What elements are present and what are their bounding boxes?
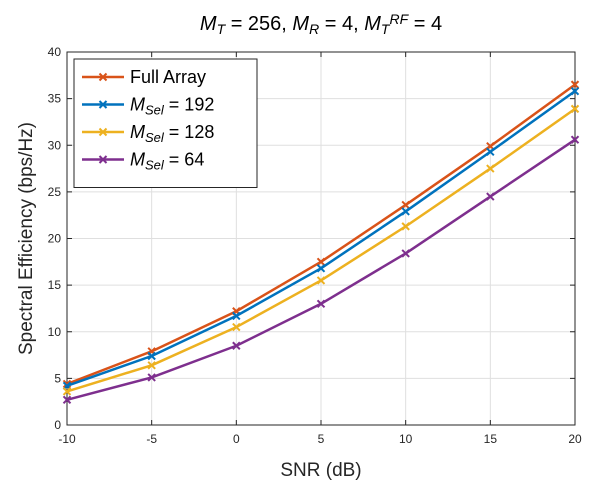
legend-marker: [98, 155, 108, 164]
data-point-marker: [486, 164, 495, 173]
legend-label: MSel = 192: [130, 95, 214, 118]
y-tick-label: 10: [48, 325, 62, 339]
legend-marker: [98, 127, 108, 137]
data-point-marker: [147, 373, 156, 382]
data-point-marker: [401, 249, 410, 258]
data-point-marker: [570, 86, 580, 96]
data-point-marker: [62, 387, 72, 396]
y-tick-label: 5: [54, 371, 61, 385]
y-tick-label: 20: [48, 232, 62, 246]
data-point-marker: [401, 207, 410, 216]
data-point-marker: [486, 192, 495, 201]
data-point-marker: [147, 351, 156, 361]
series-4: [62, 135, 580, 405]
x-tick-label: 15: [484, 432, 498, 446]
legend-item: MSel = 192: [82, 95, 214, 118]
data-point-marker: [401, 222, 410, 231]
x-tick-label: -10: [58, 432, 76, 446]
legend-label: MSel = 128: [130, 122, 214, 145]
data-point-marker: [401, 200, 410, 210]
data-point-marker: [570, 80, 580, 89]
data-point-marker: [232, 322, 241, 332]
data-point-marker: [316, 276, 326, 285]
data-point-marker: [570, 135, 580, 144]
legend: Full Array MSel = 192 MSel = 128 MSel = 64: [73, 58, 258, 188]
data-point-marker: [316, 264, 326, 273]
data-point-marker: [486, 147, 495, 156]
y-tick-label: 15: [48, 278, 62, 292]
legend-item: MSel = 64: [82, 150, 204, 173]
y-axis-title: Spectral Efficiency (bps/Hz): [16, 122, 37, 355]
data-point-marker: [147, 361, 156, 370]
data-point-marker: [232, 311, 241, 321]
legend-marker: [98, 100, 108, 109]
legend-item: MSel = 128: [82, 122, 214, 145]
data-point-marker: [316, 257, 326, 267]
legend-marker: [98, 72, 108, 82]
data-point-marker: [316, 299, 326, 308]
series-3: [62, 104, 580, 396]
chart-title: MT = 256, MR = 4, MTRF = 4: [200, 11, 442, 37]
x-axis-title: SNR (dB): [280, 460, 361, 481]
axis-ticks: -10 -5 0 5 10 15 20 0 5 10 15 20 25 30 35 40: [48, 45, 582, 446]
y-tick-label: 30: [48, 138, 62, 152]
legend-item: Full Array: [82, 67, 206, 87]
series-layer: [62, 80, 580, 405]
x-tick-label: 10: [399, 432, 413, 446]
x-tick-label: -5: [146, 432, 157, 446]
data-point-marker: [570, 104, 580, 114]
data-point-marker: [232, 341, 241, 350]
legend-label: Full Array: [130, 67, 206, 87]
legend-box: [73, 58, 258, 188]
y-tick-label: 35: [48, 92, 62, 106]
y-tick-label: 40: [48, 45, 62, 59]
legend-label: MSel = 64: [130, 150, 204, 173]
data-point-marker: [62, 395, 72, 405]
y-tick-label: 0: [54, 418, 61, 432]
x-tick-label: 0: [233, 432, 240, 446]
y-tick-label: 25: [48, 185, 62, 199]
x-tick-label: 5: [318, 432, 325, 446]
x-tick-label: 20: [568, 432, 582, 446]
series-2: [62, 86, 580, 391]
